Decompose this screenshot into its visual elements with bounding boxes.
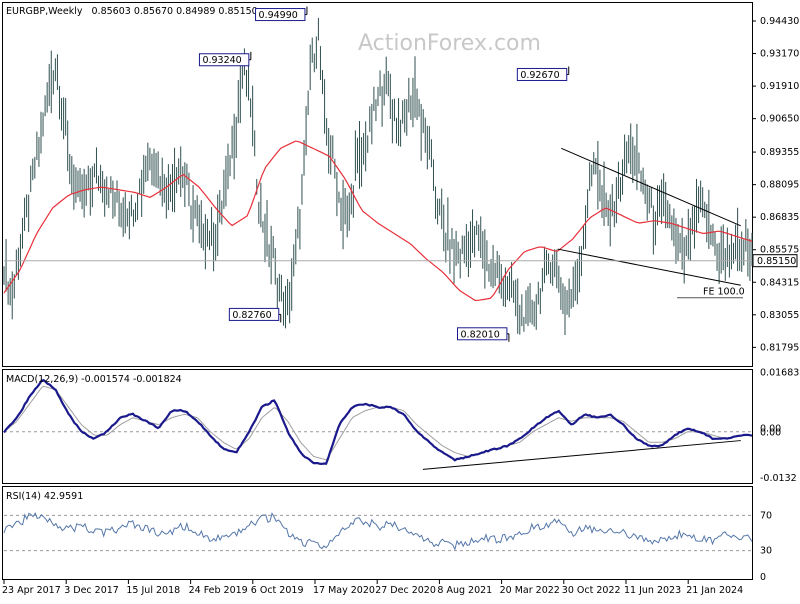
annotation-label: 0.82760 — [232, 310, 271, 321]
macd-series — [3, 378, 753, 470]
macd-y-tick-label: 0.00 — [760, 427, 781, 438]
annotation-box — [457, 327, 508, 341]
x-tick-label: 23 Apr 2017 — [2, 585, 61, 596]
macd-y-tick-label: 0.00 — [760, 424, 781, 435]
x-tick-label: 17 May 2020 — [313, 585, 375, 596]
time-axis: 23 Apr 2017 3 Dec 2017 15 Jul 2018 24 Feb 2… — [2, 580, 743, 596]
x-tick-label: 30 Oct 2022 — [562, 585, 621, 596]
x-tick-label: 20 Mar 2022 — [500, 585, 560, 596]
rsi-pane — [2, 486, 753, 580]
macd-pane — [2, 369, 753, 484]
last-price-box — [752, 254, 798, 268]
price-y-tick-label: 0.86835 — [760, 212, 799, 223]
rsi-y-axis: 70 30 0 — [4, 510, 772, 583]
price-trendlines — [557, 147, 741, 286]
macd-trendline — [422, 440, 741, 470]
annotation-box — [516, 67, 568, 81]
annotation-label: 0.92670 — [520, 70, 559, 81]
rsi-y-tick-label: 30 — [760, 546, 772, 557]
annotation-box — [198, 53, 250, 67]
x-tick-label: 24 Feb 2019 — [189, 585, 248, 596]
annotation-label: 0.94990 — [259, 10, 298, 21]
price-y-tick-label: 0.93170 — [760, 49, 799, 60]
x-tick-label: 21 Jan 2024 — [686, 585, 743, 596]
x-tick-label: 3 Dec 2017 — [64, 585, 119, 596]
rsi-y-tick-label: 70 — [760, 510, 772, 521]
macd-y-tick-label: -0.0132 — [760, 473, 797, 484]
rsi-title: RSI(14) 42.9591 — [6, 491, 83, 502]
price-y-tick-label: 0.91910 — [760, 81, 799, 92]
fe-level-label: FE 100.0 — [703, 287, 745, 298]
symbol-label: EURGBP,Weekly 0.85603 0.85670 0.84989 0.… — [6, 6, 258, 17]
annotation-label: 0.93240 — [202, 55, 241, 66]
price-y-tick-label: 0.90650 — [760, 114, 799, 125]
price-y-tick-label: 0.94430 — [760, 16, 799, 27]
ohlc-values: 0.85603 0.85670 0.84989 0.85150 — [92, 6, 258, 17]
x-tick-label: 6 Oct 2019 — [251, 585, 304, 596]
annotation-label: 0.82010 — [461, 329, 500, 340]
macd-y-axis: 0.0168380.000.00-0.0132 — [4, 368, 800, 484]
annotation-box — [228, 307, 280, 321]
x-tick-label: 8 Aug 2021 — [437, 585, 492, 596]
price-y-axis: 0.94430 0.93170 0.91910 0.90650 0.89355 0.880… — [752, 16, 799, 353]
price-y-tick-label: 0.88095 — [760, 180, 799, 191]
rsi-y-tick-label: 0 — [760, 572, 766, 583]
price-y-tick-label: 0.89355 — [760, 147, 799, 158]
watermark: ActionForex.com — [358, 31, 541, 56]
rsi-series — [3, 511, 753, 551]
price-y-tick-label: 0.81795 — [760, 342, 799, 353]
price-y-tick-label: 0.84315 — [760, 277, 799, 288]
x-tick-label: 27 Dec 2020 — [375, 585, 436, 596]
trendline — [561, 147, 741, 227]
price-series — [3, 17, 753, 335]
symbol-name: EURGBP,Weekly — [6, 6, 83, 17]
rsi-line — [3, 511, 753, 551]
macd-title: MACD(12,26,9) -0.001574 -0.001824 — [6, 374, 182, 385]
last-price-marker: 0.85150 — [4, 254, 798, 268]
x-tick-label: 11 Jun 2023 — [624, 585, 681, 596]
macd-line — [3, 378, 753, 466]
moving-average-line — [3, 140, 753, 302]
price-annotations: 0.93240 0.94990 0.82760 0.92670 0.82010 FE 10… — [198, 6, 745, 342]
price-y-tick-label: 0.83055 — [760, 310, 799, 321]
trendline — [557, 248, 741, 286]
price-y-tick-label: 0.85575 — [760, 245, 799, 256]
x-tick-label: 15 Jul 2018 — [126, 585, 180, 596]
last-price-label: 0.85150 — [757, 256, 796, 267]
macd-y-tick-label: 0.016838 — [760, 368, 800, 379]
annotation-box — [255, 8, 306, 22]
